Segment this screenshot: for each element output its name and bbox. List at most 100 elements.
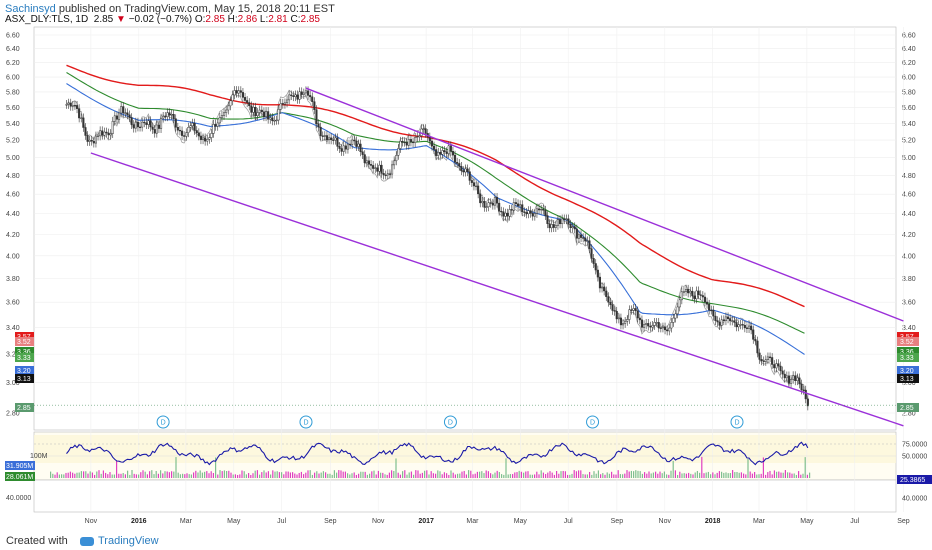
candle-body bbox=[760, 359, 763, 362]
candle-body bbox=[220, 115, 223, 118]
candle-body bbox=[634, 308, 637, 312]
volume-bar bbox=[672, 460, 674, 478]
candle-body bbox=[73, 105, 76, 107]
candle-body bbox=[754, 339, 757, 342]
candle-body bbox=[453, 154, 457, 163]
candle-body bbox=[579, 234, 583, 238]
candle-body bbox=[351, 139, 354, 145]
volume-bar bbox=[762, 457, 764, 478]
volume-bar bbox=[516, 472, 518, 478]
candle-body bbox=[319, 126, 322, 137]
candle-body bbox=[372, 165, 375, 169]
candle-body bbox=[773, 364, 776, 369]
y-tick-label-left: 5.40 bbox=[6, 121, 20, 128]
dividend-marker-icon[interactable] bbox=[730, 415, 744, 429]
volume-bar bbox=[388, 472, 390, 478]
change-down-icon: ▼ bbox=[116, 14, 126, 25]
volume-bar bbox=[371, 471, 373, 478]
price-label-right-text: 3.52 bbox=[900, 339, 914, 346]
tradingview-brand: TradingView bbox=[98, 535, 159, 547]
volume-bar bbox=[551, 472, 553, 478]
candle-body bbox=[409, 139, 412, 143]
volume-bar bbox=[787, 472, 789, 478]
candle-body bbox=[376, 167, 379, 172]
candle-body bbox=[600, 286, 604, 289]
candle-body bbox=[115, 115, 118, 120]
volume-bar bbox=[529, 474, 531, 478]
candle-body bbox=[596, 269, 599, 278]
volume-bar bbox=[118, 473, 120, 478]
volume-bar bbox=[234, 474, 236, 478]
volume-bar bbox=[443, 472, 445, 478]
publish-text: published on TradingView.com, May 15, 20… bbox=[55, 3, 335, 15]
candle-body bbox=[256, 112, 259, 116]
author-link[interactable]: Sachinsyd bbox=[5, 3, 56, 15]
price-chart[interactable]: 6.60 6.60 6.40 6.40 6.20 6.20 6.00 6.00 5.80 5.80… bbox=[0, 0, 932, 530]
candle-body bbox=[567, 218, 570, 225]
x-tick-label: Jul bbox=[277, 518, 286, 525]
volume-bar bbox=[714, 474, 716, 478]
candle-body bbox=[90, 139, 93, 142]
volume-bar bbox=[94, 474, 96, 478]
volume-bar bbox=[573, 470, 575, 478]
candle-body bbox=[397, 148, 400, 156]
volume-bar bbox=[151, 470, 153, 478]
volume-bar bbox=[294, 473, 296, 478]
volume-bar bbox=[727, 473, 729, 478]
candle-body bbox=[418, 135, 421, 137]
volume-bar bbox=[61, 474, 63, 478]
dividend-marker-icon[interactable] bbox=[586, 415, 600, 429]
candle-body bbox=[369, 164, 373, 166]
y-tick-label-left: 6.00 bbox=[6, 75, 20, 82]
candle-body bbox=[726, 316, 730, 320]
candle-body bbox=[437, 152, 440, 156]
price-label-left bbox=[15, 353, 34, 362]
candle-body bbox=[710, 309, 713, 312]
volume-bar bbox=[560, 471, 562, 478]
y-tick-label-right: 2.80 bbox=[902, 411, 916, 418]
volume-bar bbox=[153, 474, 155, 478]
candle-body bbox=[672, 317, 675, 323]
candle-body bbox=[464, 168, 467, 173]
dividend-marker-icon[interactable] bbox=[156, 415, 170, 429]
volume-bar bbox=[276, 471, 278, 478]
volume-bar bbox=[149, 471, 151, 478]
x-tick-label: May bbox=[800, 518, 814, 525]
volume-bar bbox=[120, 473, 122, 478]
dividend-marker-icon[interactable] bbox=[443, 415, 457, 429]
candle-body bbox=[80, 117, 83, 119]
volume-bar bbox=[428, 474, 430, 478]
volume-bar bbox=[410, 471, 412, 478]
candle-body bbox=[231, 94, 234, 102]
volume-bar bbox=[613, 474, 615, 478]
candle-body bbox=[439, 152, 442, 155]
tradingview-link[interactable]: TradingView bbox=[80, 535, 159, 547]
candle-body bbox=[283, 102, 286, 105]
volume-bar bbox=[289, 472, 291, 478]
volume-bar bbox=[133, 473, 135, 478]
y-tick-label-right: 6.20 bbox=[902, 60, 916, 67]
y-tick-label-left: 3.00 bbox=[6, 380, 20, 387]
candle-body bbox=[78, 108, 81, 119]
y-tick-label-right: 3.40 bbox=[902, 325, 916, 332]
y-tick-label-right: 4.80 bbox=[902, 173, 916, 180]
volume-bar bbox=[349, 474, 351, 478]
candle-body bbox=[344, 145, 347, 150]
candle-body bbox=[334, 137, 337, 141]
candle-body bbox=[768, 356, 772, 358]
volume-bar bbox=[329, 473, 331, 478]
candle-body bbox=[636, 310, 639, 319]
volume-bar bbox=[243, 471, 245, 478]
volume-bar bbox=[314, 472, 316, 478]
candle-body bbox=[762, 360, 765, 362]
candle-body bbox=[149, 120, 152, 128]
candle-body bbox=[311, 96, 314, 102]
candle-body bbox=[527, 210, 530, 215]
volume-bar bbox=[102, 470, 104, 478]
volume-bar bbox=[531, 474, 533, 478]
x-tick-label: Jul bbox=[564, 518, 573, 525]
candle-body bbox=[401, 140, 404, 143]
y-tick-label-right: 6.40 bbox=[902, 46, 916, 53]
candle-body bbox=[117, 112, 121, 120]
dividend-marker-icon[interactable] bbox=[299, 415, 313, 429]
